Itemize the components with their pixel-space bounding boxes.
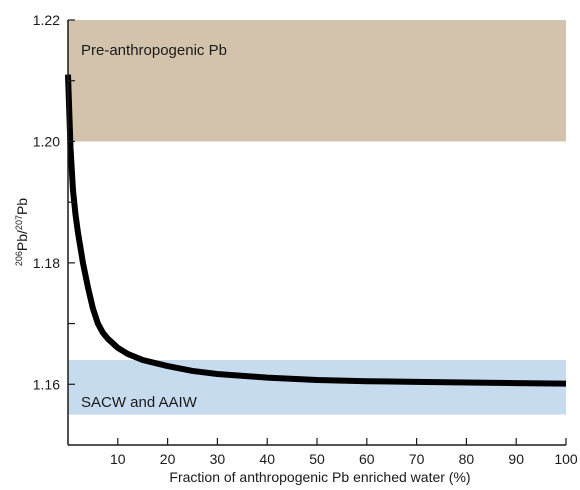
series-point [97, 323, 98, 324]
series-point [566, 383, 567, 384]
x-tick-label: 50 [309, 451, 325, 467]
x-axis-label: Fraction of anthropogenic Pb enriched wa… [169, 469, 470, 485]
series-point [267, 377, 268, 378]
series-point [77, 232, 78, 233]
series-point [82, 262, 83, 263]
band-1 [68, 360, 566, 415]
y-label-el2: Pb [14, 198, 30, 215]
x-tick-label: 20 [160, 451, 176, 467]
series-point [366, 381, 367, 382]
x-tick-label: 60 [359, 451, 375, 467]
y-axis-label: 206Pb/207Pb [14, 198, 30, 266]
series-point [466, 382, 467, 383]
bands-layer: Pre-anthropogenic Pb SACW and AAIW [68, 20, 566, 415]
series-point [87, 287, 88, 288]
x-tick-label: 100 [554, 451, 578, 467]
x-tick-label: 40 [259, 451, 275, 467]
x-tick-label: 30 [210, 451, 226, 467]
series-point [416, 381, 417, 382]
band-label-0: Pre-anthropogenic Pb [81, 42, 227, 59]
x-tick-label: 90 [508, 451, 524, 467]
band-0 [68, 20, 566, 142]
series-point [217, 373, 218, 374]
y-tick-label: 1.16 [33, 376, 60, 392]
ticks-layer: 10 20 30 40 50 60 70 80 90 100 1.16 1.18 1.20 1.22 [33, 12, 578, 467]
series-point [516, 383, 517, 384]
series-point [75, 214, 76, 215]
series-layer [65, 74, 567, 387]
series-point [127, 353, 128, 354]
labels-layer: Fraction of anthropogenic Pb enriched wa… [14, 198, 471, 485]
y-tick-label: 1.18 [33, 255, 60, 271]
y-label-iso2: 207 [14, 215, 24, 230]
y-tick-label: 1.20 [33, 133, 60, 149]
series-point [92, 308, 93, 309]
series-point [317, 380, 318, 381]
y-label-iso1: 206 [14, 251, 24, 266]
band-label-1: SACW and AAIW [81, 394, 198, 411]
series-point [117, 347, 118, 348]
x-tick-label: 70 [409, 451, 425, 467]
series-point [167, 366, 168, 367]
series-point [70, 147, 71, 148]
x-tick-label: 80 [459, 451, 475, 467]
series-line-0 [65, 74, 567, 387]
series-point [72, 190, 73, 191]
series-point [107, 338, 108, 339]
y-tick-label: 1.22 [33, 12, 60, 28]
y-label-el1: Pb/ [14, 230, 30, 251]
series-point [142, 360, 143, 361]
series-point [192, 370, 193, 371]
x-tick-label: 10 [110, 451, 126, 467]
series-point [102, 332, 103, 333]
